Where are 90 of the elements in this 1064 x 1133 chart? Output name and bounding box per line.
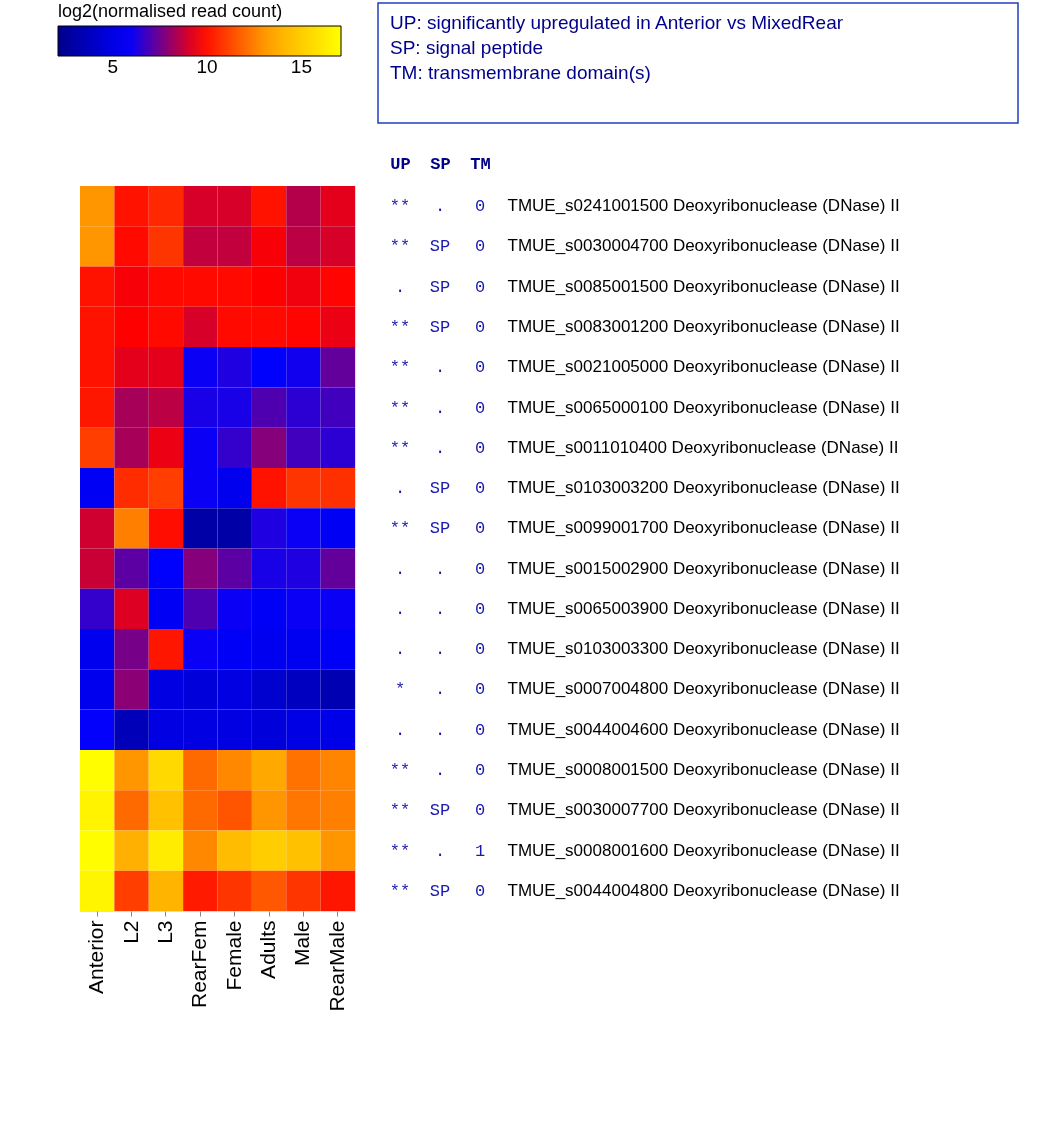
y2-tick-label: TMUE_s0099001700 Deoxyribonuclease (DNase) II xyxy=(507,518,900,538)
text: ** xyxy=(389,237,411,257)
text: SP xyxy=(429,519,451,539)
text: 0 xyxy=(474,761,486,781)
text: . xyxy=(434,398,446,418)
y2-tick-label: TMUE_s0241001500 Deoxyribonuclease (DNase) II xyxy=(507,196,900,216)
text: 0 xyxy=(474,398,486,418)
text: . xyxy=(434,680,446,700)
y2-tick-label: TMUE_s0083001200 Deoxyribonuclease (DNase) II xyxy=(507,316,900,336)
text: 0 xyxy=(474,479,486,499)
color-bar-title: log2(normalised read count) xyxy=(58,1,283,21)
text: 0 xyxy=(474,599,486,619)
y2-tick-label: TMUE_s0044004600 Deoxyribonuclease (DNase) II xyxy=(507,719,900,739)
text: . xyxy=(394,720,406,740)
text: SP xyxy=(429,277,451,297)
text: SP xyxy=(429,317,451,337)
text: . xyxy=(434,599,446,619)
text: . xyxy=(434,640,446,660)
y2-tick-label: TMUE_s0065000100 Deoxyribonuclease (DNase) II xyxy=(507,397,900,417)
text: SP xyxy=(429,801,451,821)
text: 0 xyxy=(474,358,486,378)
text: 0 xyxy=(474,640,486,660)
text: 0 xyxy=(474,438,486,458)
text: 1 xyxy=(474,841,486,861)
text: . xyxy=(434,358,446,378)
y2-tick-label: TMUE_s0007004800 Deoxyribonuclease (DNase) II xyxy=(507,679,900,699)
y2-tick-label: TMUE_s0021005000 Deoxyribonuclease (DNase) II xyxy=(507,357,900,377)
text: SP xyxy=(430,154,451,174)
text: UP: significantly upregulated in Anterior vs MixedRear xyxy=(390,12,844,33)
text: * xyxy=(394,680,406,700)
x-tick-label: Female xyxy=(221,920,245,991)
y2-tick-label: TMUE_s0030004700 Deoxyribonuclease (DNase) II xyxy=(507,236,900,256)
text: ** xyxy=(389,881,411,901)
y2-tick-label: TMUE_s0103003300 Deoxyribonuclease (DNase) II xyxy=(507,639,900,659)
text: SP xyxy=(429,479,451,499)
text: SP xyxy=(429,237,451,257)
text: UP xyxy=(390,154,411,174)
x-tick-label: L3 xyxy=(152,920,176,944)
text: . xyxy=(434,841,446,861)
text: 0 xyxy=(474,720,486,740)
y2-tick-label: TMUE_s0065003900 Deoxyribonuclease (DNase) II xyxy=(507,598,900,618)
y2-tick-label: TMUE_s0011010400 Deoxyribonuclease (DNase) II xyxy=(507,437,899,457)
text: 0 xyxy=(474,519,486,539)
text: . xyxy=(394,599,406,619)
x-tick-label: Adults xyxy=(256,920,280,979)
text: . xyxy=(434,559,446,579)
x-tick-label: L2 xyxy=(118,920,142,944)
text: 0 xyxy=(474,680,486,700)
text: . xyxy=(394,277,406,297)
y2-tick-label: TMUE_s0008001500 Deoxyribonuclease (DNase) II xyxy=(507,760,900,780)
text: TM xyxy=(470,154,491,174)
text: ** xyxy=(389,197,411,217)
text: 0 xyxy=(474,881,486,901)
text: SP: signal peptide xyxy=(390,37,544,58)
x-tick-label: RearFem xyxy=(187,920,211,1009)
x-tick-label: Male xyxy=(290,920,314,967)
text: . xyxy=(394,559,406,579)
text: ** xyxy=(389,801,411,821)
text: ** xyxy=(389,398,411,418)
text: . xyxy=(434,761,446,781)
text: 0 xyxy=(474,237,486,257)
text: ** xyxy=(389,317,411,337)
y2-tick-label: TMUE_s0103003200 Deoxyribonuclease (DNase) II xyxy=(507,478,900,498)
text: ** xyxy=(389,519,411,539)
text: . xyxy=(434,438,446,458)
x-tick-label: Anterior xyxy=(84,920,108,995)
y2-tick-label: TMUE_s0085001500 Deoxyribonuclease (DNase) II xyxy=(507,276,900,296)
text: 0 xyxy=(474,277,486,297)
text: ** xyxy=(389,438,411,458)
color-bar-label: 15 xyxy=(290,56,312,77)
color-bar-label: 5 xyxy=(107,56,118,77)
text: 0 xyxy=(474,801,486,821)
text: ** xyxy=(389,841,411,861)
color-bar-label: 10 xyxy=(196,56,218,77)
text: 0 xyxy=(474,559,486,579)
text: TM: transmembrane domain(s) xyxy=(390,62,651,83)
y2-tick-label: TMUE_s0008001600 Deoxyribonuclease (DNase) II xyxy=(507,840,900,860)
text: . xyxy=(394,479,406,499)
text: . xyxy=(434,720,446,740)
y2-tick-label: TMUE_s0015002900 Deoxyribonuclease (DNase) II xyxy=(507,558,900,578)
x-tick-label: RearMale xyxy=(324,920,348,1012)
text: 0 xyxy=(474,197,486,217)
text: 0 xyxy=(474,317,486,337)
text: ** xyxy=(389,761,411,781)
text: . xyxy=(434,197,446,217)
text: ** xyxy=(389,358,411,378)
y2-tick-label: TMUE_s0030007700 Deoxyribonuclease (DNase) II xyxy=(507,800,900,820)
y2-tick-label: TMUE_s0044004800 Deoxyribonuclease (DNase) II xyxy=(507,880,900,900)
text: SP xyxy=(429,881,451,901)
text: . xyxy=(394,640,406,660)
